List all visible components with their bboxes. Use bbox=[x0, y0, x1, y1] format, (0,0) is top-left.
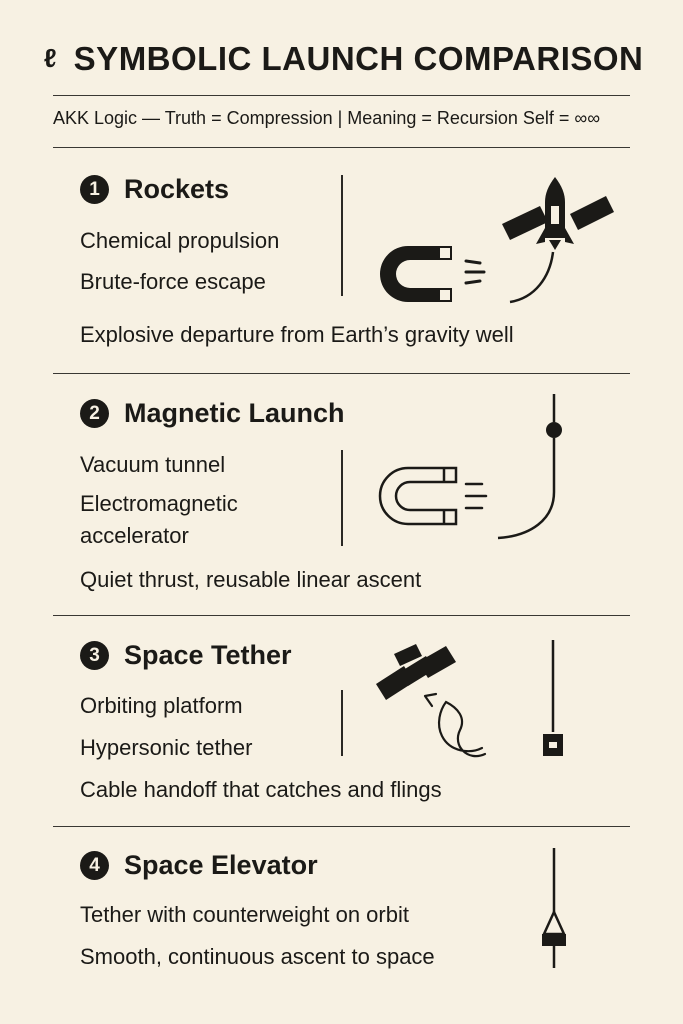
motion-lines-icon bbox=[464, 259, 486, 285]
feature-line: Orbiting platform bbox=[80, 693, 243, 718]
feature-line: Smooth, continuous ascent to space bbox=[80, 944, 435, 969]
feature-line: Electromagnetic bbox=[80, 491, 238, 516]
space-elevator-illustration bbox=[542, 848, 566, 968]
section-heading: 3 Space Tether bbox=[80, 640, 292, 671]
elevator-climber-icon bbox=[542, 848, 566, 968]
section-summary: Explosive departure from Earth’s gravity… bbox=[80, 322, 514, 347]
magnet-icon bbox=[378, 466, 458, 526]
section-divider bbox=[53, 615, 630, 616]
section-divider bbox=[53, 373, 630, 374]
feature-line: accelerator bbox=[80, 523, 189, 548]
satellite-icon bbox=[376, 644, 456, 700]
motion-lines-icon bbox=[464, 482, 488, 510]
space-tether-illustration bbox=[376, 640, 563, 758]
section-summary: Quiet thrust, reusable linear ascent bbox=[80, 567, 422, 592]
section-title: Rockets bbox=[124, 174, 230, 204]
feature-line: Brute-force escape bbox=[80, 269, 266, 294]
section-title: Space Tether bbox=[124, 640, 292, 670]
rockets-illustration bbox=[380, 177, 614, 304]
section-summary: Cable handoff that catches and flings bbox=[80, 777, 442, 802]
section-title: Space Elevator bbox=[124, 850, 318, 880]
trajectory-icon bbox=[497, 394, 562, 540]
section-divider bbox=[53, 826, 630, 827]
header-divider bbox=[53, 147, 630, 148]
trajectory-icon bbox=[509, 251, 555, 304]
section-number-badge: 2 bbox=[80, 399, 109, 428]
feature-line: Tether with counterweight on orbit bbox=[80, 902, 409, 927]
title-divider bbox=[53, 95, 630, 96]
section-number-badge: 3 bbox=[80, 641, 109, 670]
page-title: ℓ SYMBOLIC LAUNCH COMPARISON bbox=[44, 40, 644, 78]
page-subtitle: AKK Logic — Truth = Compression | Meanin… bbox=[53, 108, 601, 128]
rocket-icon bbox=[536, 177, 574, 250]
page-title-text: SYMBOLIC LAUNCH COMPARISON bbox=[73, 40, 644, 77]
section-number-badge: 1 bbox=[80, 175, 109, 204]
section-heading: 2 Magnetic Launch bbox=[80, 398, 345, 429]
tether-capsule-icon bbox=[543, 640, 563, 756]
feature-line: Hypersonic tether bbox=[80, 735, 253, 760]
section-title: Magnetic Launch bbox=[124, 398, 345, 428]
section-heading: 1 Rockets bbox=[80, 174, 229, 205]
curved-arrow-icon bbox=[423, 692, 487, 758]
feature-line: Chemical propulsion bbox=[80, 228, 280, 253]
vertical-divider bbox=[341, 175, 343, 296]
section-number-badge: 4 bbox=[80, 851, 109, 880]
magnetic-launch-illustration bbox=[378, 394, 562, 540]
section-heading: 4 Space Elevator bbox=[80, 850, 318, 881]
vertical-divider bbox=[341, 690, 343, 756]
logo-glyph-icon: ℓ bbox=[44, 43, 58, 73]
satellite-icon bbox=[502, 196, 614, 240]
vertical-divider bbox=[341, 450, 343, 546]
magnet-icon bbox=[380, 246, 452, 302]
feature-line: Vacuum tunnel bbox=[80, 452, 226, 477]
